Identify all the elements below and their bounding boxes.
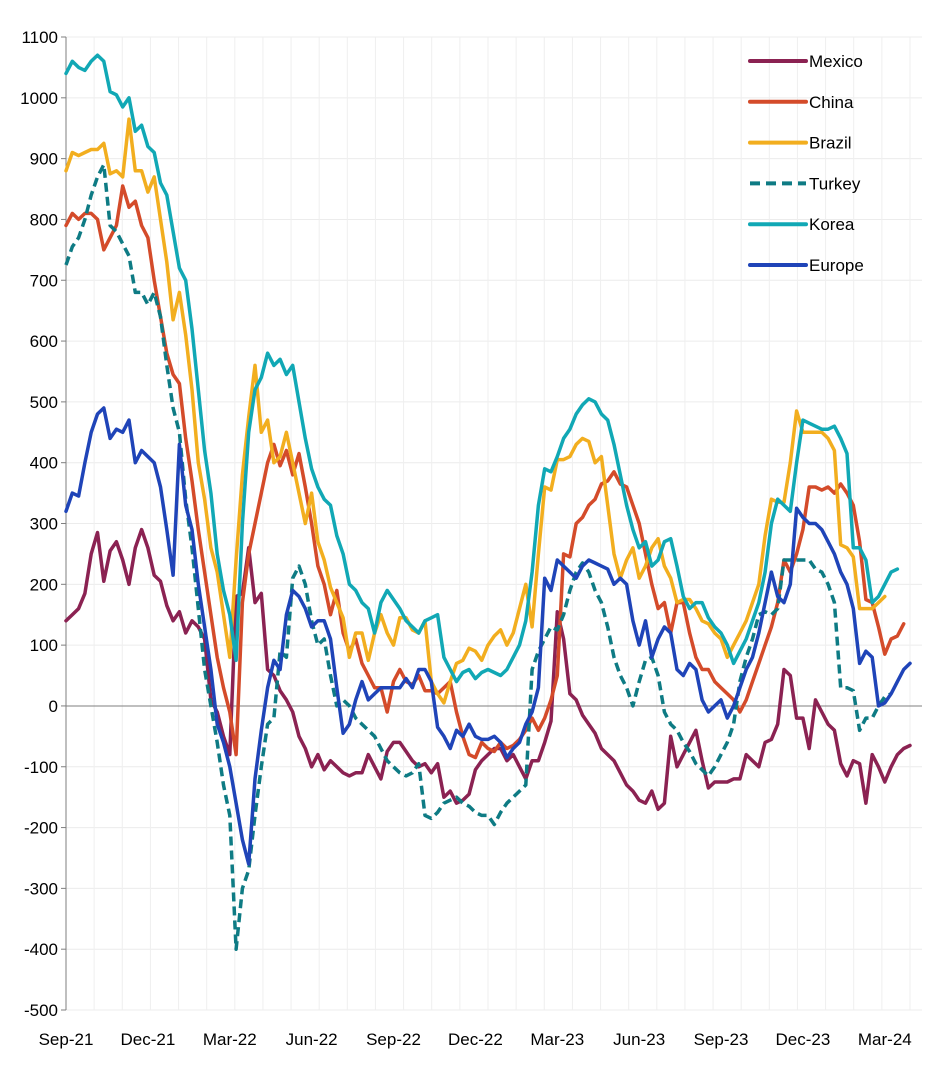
y-tick-label: 700 [30, 271, 58, 290]
y-tick-label: 800 [30, 210, 58, 229]
series-line-turkey [64, 162, 892, 951]
x-tick-label: Dec-22 [448, 1030, 503, 1049]
y-tick-label: 300 [30, 515, 58, 534]
y-tick-label: 200 [30, 575, 58, 594]
y-tick-label: 100 [30, 636, 58, 655]
x-tick-label: Sep-22 [366, 1030, 421, 1049]
y-tick-label: -400 [24, 940, 58, 959]
y-tick-label: 1100 [21, 28, 58, 47]
y-tick-label: 500 [30, 393, 58, 412]
series-line-mexico [64, 527, 912, 812]
y-tick-labels: -500 -400 -300 -200 -100 0 100 200 300 400 500 600 7… [20, 28, 66, 1020]
y-tick-label: 900 [30, 150, 58, 169]
x-tick-label: Sep-21 [39, 1030, 94, 1049]
y-tick-label: -100 [24, 758, 58, 777]
legend-label-europe: Europe [809, 256, 864, 275]
x-tick-label: Mar-24 [858, 1030, 912, 1049]
y-tick-label: 600 [30, 332, 58, 351]
legend-label-china: China [809, 93, 854, 112]
series-lines [64, 53, 912, 951]
series-line-china [64, 184, 906, 760]
y-tick-label: 1000 [20, 89, 58, 108]
legend: Mexico China Brazil Turkey Korea Europe [748, 52, 864, 275]
legend-label-turkey: Turkey [809, 174, 861, 193]
legend-label-korea: Korea [809, 215, 855, 234]
x-tick-label: Sep-23 [694, 1030, 749, 1049]
series-line-korea [64, 53, 900, 684]
y-tick-label: 0 [49, 697, 58, 716]
legend-label-mexico: Mexico [809, 52, 863, 71]
x-tick-label: Mar-23 [530, 1030, 584, 1049]
legend-label-brazil: Brazil [809, 134, 852, 153]
x-tick-labels: Sep-21 Dec-21 Mar-22 Jun-22 Sep-22 Dec-22 Mar-… [39, 1030, 912, 1049]
y-tick-label: -300 [24, 879, 58, 898]
x-tick-label: Mar-22 [203, 1030, 257, 1049]
series-line-brazil [64, 117, 887, 705]
x-tick-label: Jun-23 [613, 1030, 665, 1049]
y-tick-label: 400 [30, 454, 58, 473]
x-tick-label: Dec-23 [776, 1030, 831, 1049]
y-tick-label: -500 [24, 1001, 58, 1020]
x-tick-label: Jun-22 [286, 1030, 338, 1049]
x-tick-label: Dec-21 [120, 1030, 175, 1049]
series-line-europe [64, 406, 912, 866]
y-tick-label: -200 [24, 819, 58, 838]
